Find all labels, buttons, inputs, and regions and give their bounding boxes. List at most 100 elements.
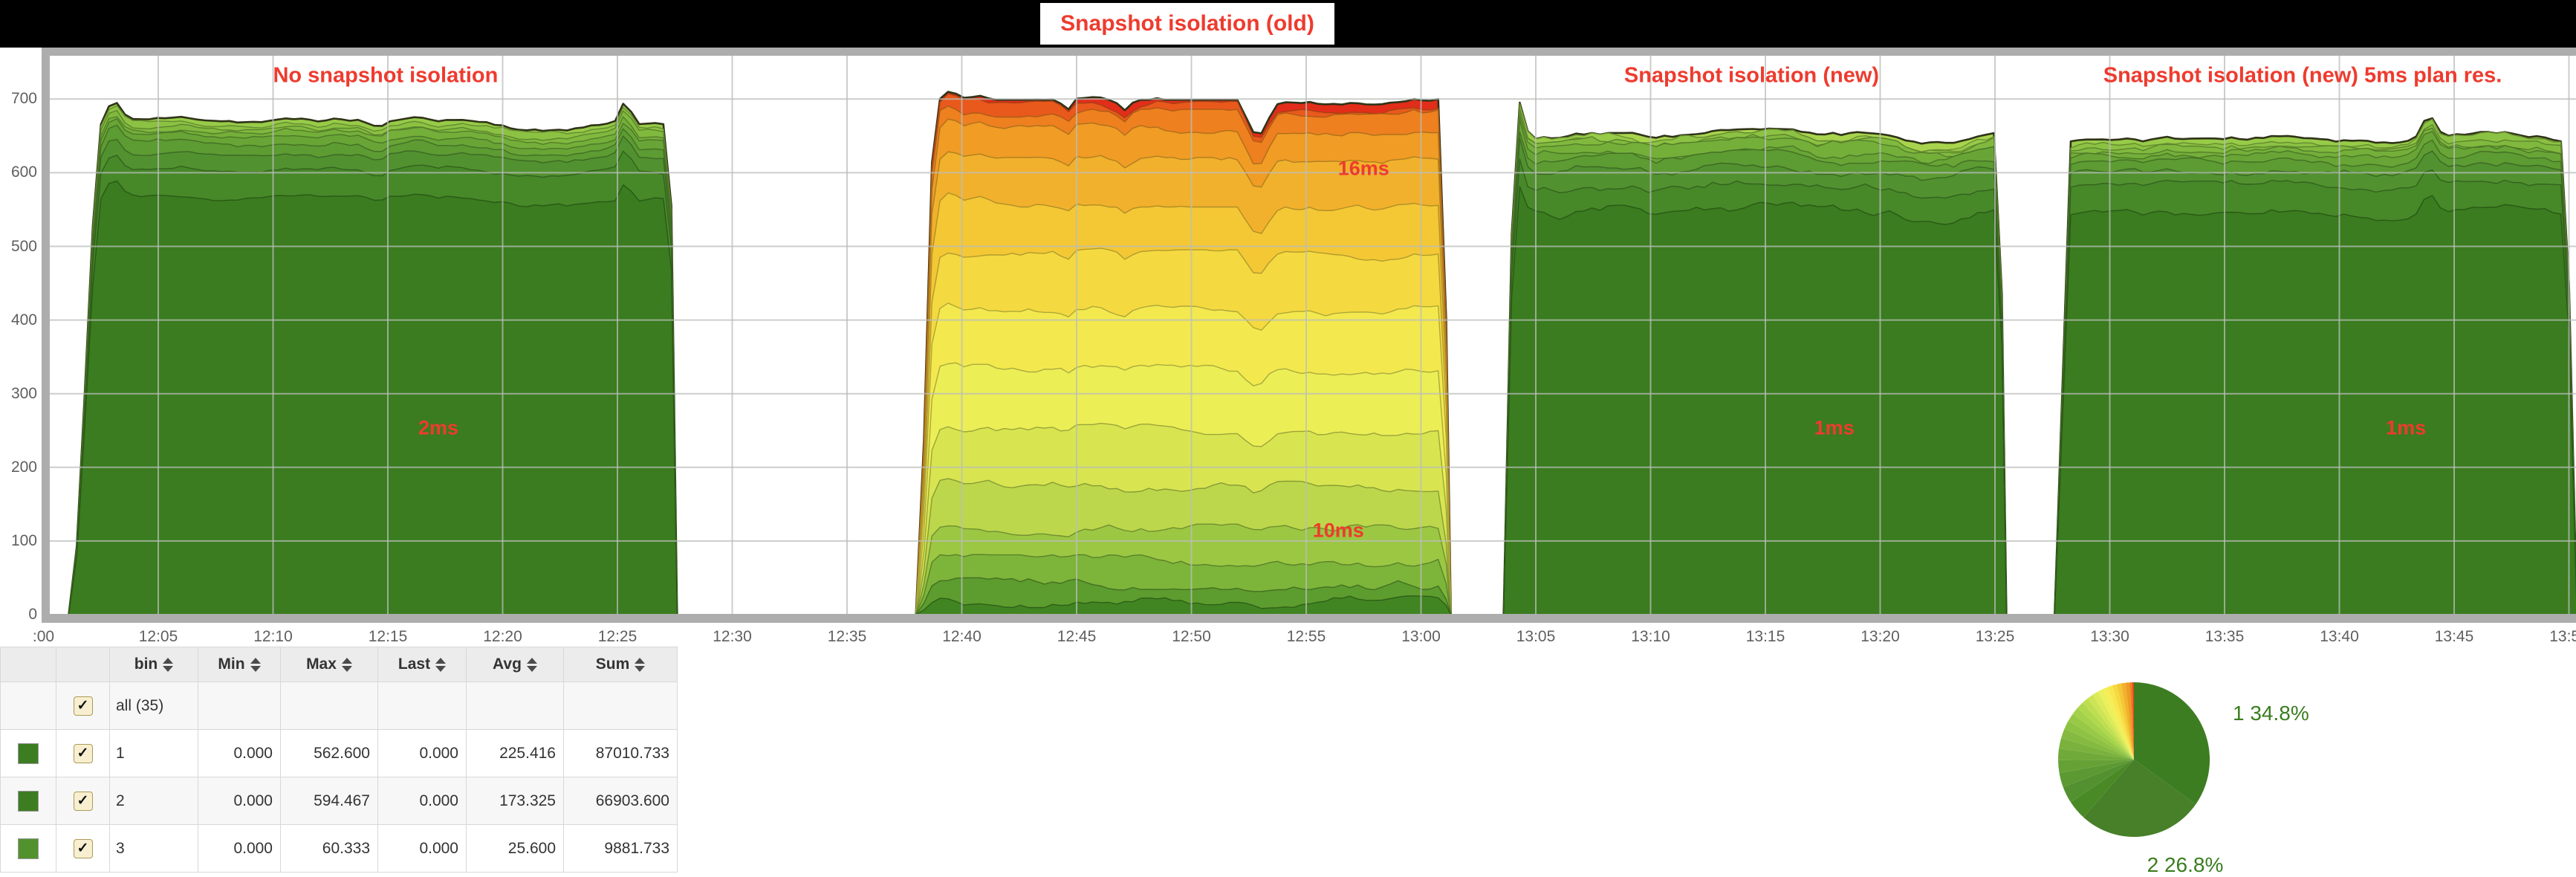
- sort-icon: [341, 657, 352, 672]
- sortable-header-max[interactable]: Max: [280, 647, 378, 682]
- last-cell: 0.000: [377, 824, 467, 873]
- chart-title-box: Snapshot isolation (old): [1040, 3, 1334, 45]
- min-cell: 0.000: [198, 777, 281, 825]
- bin-visibility-checkbox[interactable]: ✓: [73, 838, 93, 858]
- x-tick-label: 13:10: [1631, 628, 1670, 645]
- column-label: Max: [306, 656, 337, 673]
- y-tick-label: 300: [10, 384, 37, 402]
- max-cell: 594.467: [280, 777, 378, 825]
- sort-icon: [435, 657, 447, 672]
- column-label: Last: [398, 656, 431, 673]
- chart-annotation: No snapshot isolation: [273, 63, 499, 88]
- chart-annotation: 16ms: [1337, 157, 1389, 180]
- sortable-header-bin[interactable]: bin: [109, 647, 198, 682]
- sortable-header-avg[interactable]: Avg: [466, 647, 564, 682]
- checkbox-column-header: [56, 647, 110, 682]
- avg-cell: 25.600: [466, 824, 564, 873]
- bin-cell: 2: [109, 777, 198, 825]
- sum-cell: [563, 682, 678, 730]
- stats-table-header: bin Min Max Last Avg Sum: [0, 647, 678, 682]
- x-tick-label: 12:25: [597, 628, 637, 645]
- x-tick-label: 13:45: [2434, 628, 2474, 645]
- x-tick-label: 13:35: [2204, 628, 2245, 645]
- x-tick-label: 13:25: [1975, 628, 2015, 645]
- x-tick-label: 12:45: [1057, 628, 1097, 645]
- checkbox-cell: ✓: [56, 729, 110, 777]
- y-tick-label: 200: [10, 458, 37, 476]
- bin-visibility-checkbox[interactable]: ✓: [73, 696, 93, 716]
- pie-slice: [2063, 760, 2134, 803]
- column-label: Avg: [493, 656, 522, 673]
- last-cell: [377, 682, 467, 730]
- x-tick-label: :00: [32, 628, 55, 645]
- sortable-header-last[interactable]: Last: [377, 647, 467, 682]
- table-row: ✓ all (35): [0, 682, 678, 730]
- sum-cell: 9881.733: [563, 824, 678, 873]
- x-tick-label: 13:30: [2090, 628, 2129, 645]
- pie-slice: [2092, 691, 2134, 760]
- x-tick-label: 12:40: [942, 628, 982, 645]
- table-row: ✓ 2 0.000 594.467 0.000 173.325 66903.600: [0, 777, 678, 825]
- pie-slice: [2058, 760, 2134, 774]
- bin-stats-table: bin Min Max Last Avg Sum ✓ all (35) ✓ 1 0.000 562.…: [0, 647, 678, 873]
- pie-slice: [2117, 683, 2134, 760]
- pie-slice: [2072, 708, 2134, 760]
- last-cell: 0.000: [377, 777, 467, 825]
- pie-slice: [2112, 684, 2134, 760]
- max-cell: 562.600: [280, 729, 378, 777]
- min-cell: 0.000: [198, 729, 281, 777]
- min-cell: [198, 682, 281, 730]
- sort-icon: [526, 657, 537, 672]
- avg-cell: 173.325: [466, 777, 564, 825]
- avg-cell: [466, 682, 564, 730]
- pie-slice: [2098, 689, 2134, 760]
- sort-icon: [163, 657, 174, 672]
- sort-icon: [250, 657, 261, 672]
- pie-slice-label: 1 34.8%: [2233, 702, 2309, 725]
- sort-icon: [635, 657, 646, 672]
- x-tick-label: 12:15: [368, 628, 408, 645]
- pie-slice: [2064, 720, 2134, 760]
- pie-slice: [2068, 713, 2134, 760]
- x-tick-label: 12:30: [713, 628, 752, 645]
- pie-slice: [2107, 685, 2134, 760]
- pie-slice: [2059, 738, 2134, 760]
- chart-annotation: 1ms: [1814, 416, 1855, 439]
- table-row: ✓ 1 0.000 562.600 0.000 225.416 87010.733: [0, 729, 678, 777]
- bin-visibility-checkbox[interactable]: ✓: [73, 791, 93, 811]
- sortable-header-min[interactable]: Min: [198, 647, 281, 682]
- chart-annotation: 10ms: [1312, 519, 1364, 542]
- y-tick-label: 400: [10, 311, 37, 329]
- column-label: Sum: [595, 656, 630, 673]
- sortable-header-sum[interactable]: Sum: [563, 647, 678, 682]
- x-tick-label: 13:05: [1516, 628, 1556, 645]
- x-tick-label: 12:10: [253, 628, 293, 645]
- bin-cell: 1: [109, 729, 198, 777]
- x-tick-label: 13:15: [1745, 628, 1785, 645]
- chart-annotation: 1ms: [2386, 416, 2427, 439]
- x-tick-label: 13:50: [2549, 628, 2576, 645]
- x-tick-label: 13:00: [1401, 628, 1441, 645]
- title-bar: Snapshot isolation (old): [0, 0, 2576, 48]
- swatch-cell: [0, 777, 56, 825]
- column-label: bin: [134, 656, 158, 673]
- pie-slice-label: 2 26.8%: [2147, 853, 2224, 876]
- pie-slice: [2082, 698, 2134, 760]
- pie-slice: [2057, 748, 2134, 760]
- series-color-swatch: [18, 790, 39, 812]
- stats-table-body: ✓ all (35) ✓ 1 0.000 562.600 0.000 225.416 87010…: [0, 682, 678, 873]
- x-tick-label: 13:20: [1860, 628, 1900, 645]
- chart-annotation: 2ms: [418, 416, 458, 439]
- bin-cell: 3: [109, 824, 198, 873]
- chart-annotation: Snapshot isolation (new) 5ms plan res.: [2103, 63, 2502, 88]
- pie-slice-bin-1: [2134, 682, 2210, 805]
- x-tick-label: 12:20: [483, 628, 522, 645]
- x-tick-label: 13:40: [2320, 628, 2359, 645]
- y-tick-label: 500: [10, 237, 37, 255]
- x-tick-label: 12:05: [138, 628, 178, 645]
- bin-visibility-checkbox[interactable]: ✓: [73, 743, 93, 763]
- table-row: ✓ 3 0.000 60.333 0.000 25.600 9881.733: [0, 824, 678, 873]
- x-tick-label: 12:55: [1286, 628, 1326, 645]
- swatch-cell: [0, 824, 56, 873]
